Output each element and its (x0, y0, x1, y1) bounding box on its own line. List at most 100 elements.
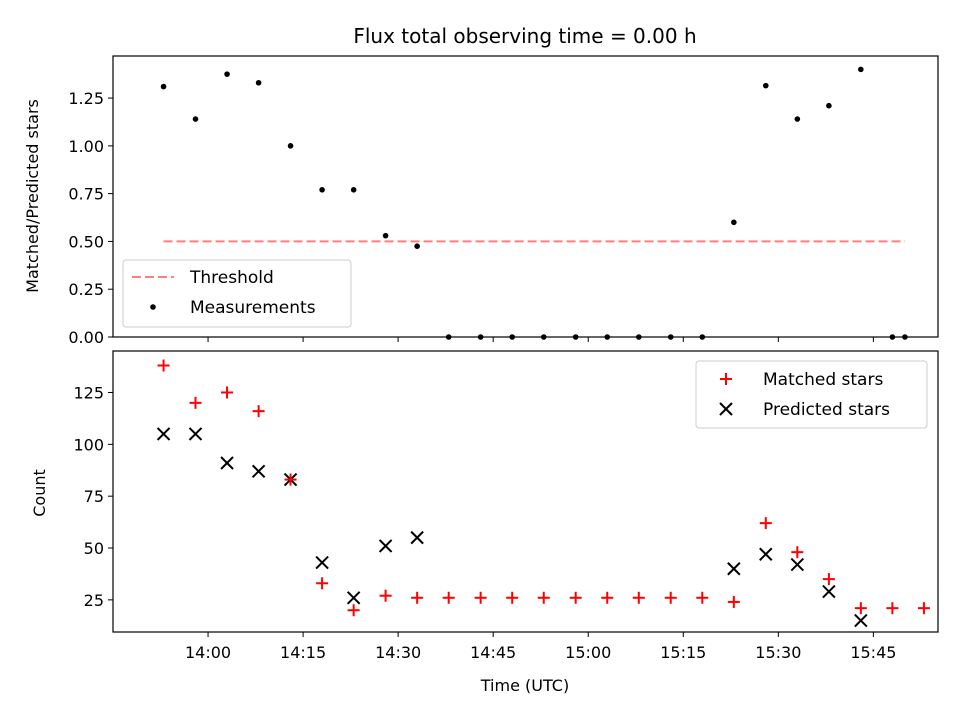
matched-star-point (189, 396, 202, 409)
matched-star-point (696, 591, 709, 604)
predicted-star-point (251, 464, 266, 478)
legend-matched-label: Matched stars (763, 370, 883, 390)
measurement-point (319, 187, 325, 193)
matched-star-point (411, 591, 424, 604)
top-y-tick-label: 0.50 (68, 232, 104, 251)
bottom-y-tick-label: 75 (84, 487, 104, 506)
predicted-marker-stroke (822, 584, 836, 599)
x-tick-label: 15:00 (565, 643, 611, 662)
predicted-marker-stroke (346, 591, 361, 605)
top-y-tick-label: 0.00 (68, 328, 104, 347)
x-tick-label: 15:15 (660, 643, 706, 662)
x-axis-label: Time (UTC) (480, 676, 569, 695)
legend-matched-swatch (720, 373, 732, 385)
matched-star-point (157, 359, 170, 372)
matched-star-point (727, 595, 740, 608)
top-y-tick-label: 1.00 (68, 137, 104, 156)
predicted-marker-stroke (790, 557, 805, 572)
predicted-star-point (759, 547, 773, 561)
predicted-star-point (315, 555, 329, 570)
predicted-marker-stroke (188, 427, 203, 441)
predicted-marker-stroke (251, 464, 266, 478)
bottom-y-tick-label: 50 (84, 539, 104, 558)
bottom-panel: Count Time (UTC) 25 50 75 100 125 14:00 14:15 1… (30, 350, 939, 695)
legend-measurements-label: Measurements (190, 298, 316, 318)
top-y-axis-label: Matched/Predicted stars (23, 99, 42, 293)
matched-star-point (886, 602, 899, 615)
predicted-star-point (854, 613, 868, 628)
matched-star-point (664, 591, 677, 604)
x-tick-label: 14:00 (185, 643, 231, 662)
bottom-legend-box (695, 360, 928, 429)
measurement-point (794, 116, 801, 122)
matched-star-point (252, 405, 265, 418)
predicted-star-point (790, 557, 805, 572)
predicted-star-point (346, 591, 361, 605)
legend-predicted-label: Predicted stars (763, 400, 890, 420)
top-legend: Threshold Measurements (122, 259, 352, 328)
top-y-tick-label: 0.75 (68, 185, 104, 204)
measurement-point (160, 83, 167, 90)
predicted-marker-stroke (759, 547, 773, 561)
bottom-axes-frame (112, 350, 939, 633)
matched-star-point (379, 589, 392, 602)
measurement-point (731, 219, 737, 226)
matched-star-point (537, 591, 550, 604)
top-ticks: 0.00 0.25 0.50 0.75 1.00 1.25 (68, 89, 874, 347)
bottom-y-tick-label: 100 (73, 435, 104, 454)
matched-star-point (442, 591, 455, 604)
matched-star-point (759, 517, 772, 530)
matched-star-point (917, 602, 930, 615)
legend-threshold-label: Threshold (189, 268, 274, 288)
predicted-star-point (188, 427, 203, 441)
predicted-marker-stroke (156, 427, 171, 441)
predicted-star-point (156, 427, 171, 441)
matched-star-point (347, 604, 360, 617)
matched-star-point (632, 591, 645, 604)
top-legend-box (122, 259, 352, 328)
matched-star-point (601, 591, 614, 604)
x-tick-label: 15:45 (850, 643, 896, 662)
matched-star-point (822, 573, 835, 586)
measurement-point (192, 116, 199, 122)
measurement-point (255, 79, 262, 86)
predicted-star-point (410, 530, 424, 545)
matched-star-point (284, 473, 297, 486)
chart-title: Flux total observing time = 0.00 h (353, 24, 696, 48)
x-tick-label: 15:30 (755, 643, 801, 662)
matched-star-point (474, 591, 487, 604)
legend-predicted-swatch (719, 402, 733, 416)
top-panel: Flux total observing time = 0.00 h Match… (23, 24, 939, 347)
top-y-tick-label: 1.25 (68, 89, 104, 108)
matched-star-point (854, 602, 867, 615)
predicted-star-point (727, 562, 741, 576)
x-tick-label: 14:45 (470, 643, 516, 662)
bottom-ticks: 25 50 75 100 125 14:00 14:15 14:30 14:45 15:00 15:… (73, 383, 896, 662)
bottom-legend: Matched stars Predicted stars (695, 360, 928, 429)
measurement-point (414, 243, 420, 250)
measurement-point (826, 102, 832, 109)
bottom-y-tick-label: 25 (84, 591, 104, 610)
predicted-marker-stroke (727, 562, 741, 576)
measurement-point (287, 143, 294, 149)
top-axes-frame (112, 55, 939, 338)
legend-measurements-swatch (150, 304, 156, 310)
count-points (156, 359, 930, 628)
x-tick-label: 14:15 (280, 643, 326, 662)
measurement-point (762, 82, 769, 89)
bottom-y-tick-label: 125 (73, 383, 104, 402)
predicted-marker-stroke (410, 530, 424, 545)
measurement-point (382, 232, 389, 239)
top-y-tick-label: 0.25 (68, 280, 104, 299)
matched-star-point (791, 546, 804, 559)
predicted-marker-stroke (854, 613, 868, 628)
predicted-marker-stroke (220, 456, 234, 470)
matched-star-point (221, 386, 234, 399)
predicted-star-point (220, 456, 234, 470)
measurement-point (350, 187, 357, 193)
measurement-point (858, 66, 864, 73)
bottom-y-axis-label: Count (30, 469, 49, 517)
predicted-marker-stroke (378, 539, 393, 553)
